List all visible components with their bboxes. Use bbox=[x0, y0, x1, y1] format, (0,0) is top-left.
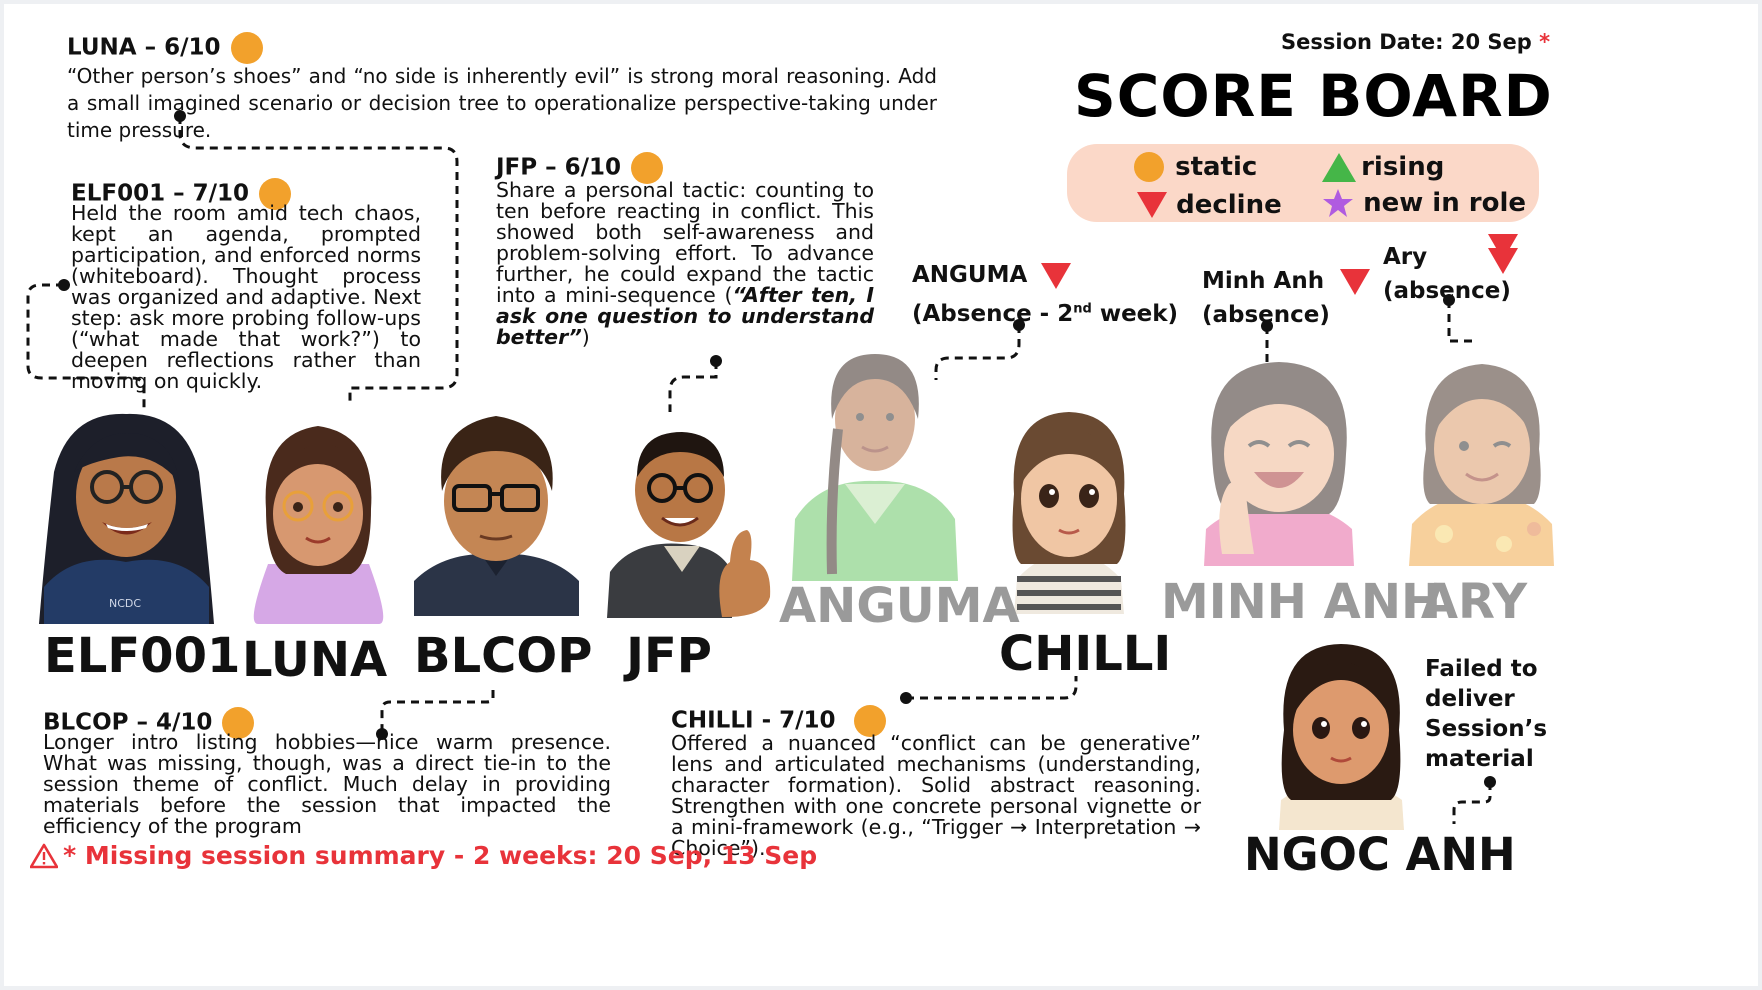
elf001-score-text: ELF001 – 7/10 bbox=[71, 180, 250, 207]
page-title: SCORE BOARD bbox=[1074, 62, 1553, 130]
minh-anh-portrait bbox=[1204, 362, 1354, 566]
anguma-status: ANGUMA (Absence - 2nd week) bbox=[912, 258, 1178, 331]
name-jfp: JFP bbox=[626, 628, 712, 684]
name-elf001: ELF001 bbox=[44, 628, 241, 684]
luna-score: LUNA – 6/10 bbox=[67, 32, 263, 64]
luna-static-dot-icon bbox=[230, 32, 263, 64]
session-date-label: Session Date: 20 Sep bbox=[1281, 30, 1532, 54]
legend-rising-label: rising bbox=[1361, 152, 1445, 182]
luna-comment: “Other person’s shoes” and “no side is i… bbox=[67, 64, 937, 142]
elf001-comment: Held the room amid tech chaos, kept an a… bbox=[71, 201, 421, 393]
chilli-portrait bbox=[1012, 412, 1126, 614]
static-dot-icon bbox=[1134, 152, 1164, 182]
luna-score-text: LUNA – 6/10 bbox=[67, 34, 221, 61]
legend-new-label: new in role bbox=[1363, 188, 1527, 218]
jfp-comment-end: ) bbox=[581, 325, 590, 349]
anguma-absence-note: (Absence - 2nd week) bbox=[912, 300, 1179, 327]
minh-anh-decline-icon bbox=[1340, 268, 1371, 295]
blcop-static-dot-icon bbox=[222, 707, 255, 739]
chilli-score: CHILLI - 7/10 bbox=[671, 705, 886, 737]
session-date-star: * bbox=[1539, 30, 1551, 54]
jfp-score-text: JFP – 6/10 bbox=[496, 154, 622, 181]
name-anguma: ANGUMA bbox=[779, 578, 1020, 634]
blcop-score: BLCOP – 4/10 bbox=[43, 707, 255, 739]
session-date: Session Date: 20 Sep * bbox=[1281, 30, 1550, 54]
jfp-comment-main: Share a personal tactic: counting to ten… bbox=[496, 178, 874, 307]
blcop-portrait bbox=[414, 416, 579, 616]
decline-triangle-icon bbox=[1137, 192, 1167, 218]
jfp-static-dot-icon bbox=[631, 152, 664, 184]
jfp-comment-quote: “After ten, I ask one question to unders… bbox=[496, 283, 874, 349]
chilli-score-text: CHILLI - 7/10 bbox=[671, 707, 836, 734]
ary-status-label: Ary bbox=[1383, 244, 1428, 270]
ary-portrait bbox=[1409, 364, 1554, 566]
anguma-decline-icon bbox=[1041, 262, 1072, 289]
jfp-score: JFP – 6/10 bbox=[496, 152, 664, 184]
svg-text:NCDC: NCDC bbox=[109, 597, 141, 610]
warning-icon bbox=[29, 843, 59, 868]
legend-static-label: static bbox=[1175, 152, 1258, 182]
ary-status: Ary (absence) bbox=[1383, 240, 1511, 308]
jfp-comment: Share a personal tactic: counting to ten… bbox=[496, 180, 874, 348]
name-minh-anh: MINH ANH bbox=[1161, 574, 1442, 630]
anguma-portrait bbox=[792, 354, 958, 581]
anguma-status-label: ANGUMA bbox=[912, 262, 1028, 288]
name-luna: LUNA bbox=[242, 632, 388, 688]
rising-triangle-icon bbox=[1322, 152, 1356, 182]
name-chilli: CHILLI bbox=[999, 626, 1172, 682]
jfp-portrait bbox=[607, 432, 771, 618]
luna-portrait bbox=[253, 426, 384, 624]
legend-new-item: new in role bbox=[1322, 187, 1526, 219]
elf001-static-dot-icon bbox=[259, 178, 292, 210]
elf001-portrait: NCDC bbox=[39, 413, 214, 624]
legend-rising-item: rising bbox=[1322, 152, 1444, 182]
legend-static-item: static bbox=[1134, 152, 1257, 182]
ngoc-anh-note: Failed to deliver Session’s material bbox=[1425, 656, 1548, 772]
ary-decline-icon bbox=[1488, 234, 1518, 274]
legend-decline-item: decline bbox=[1137, 190, 1282, 220]
blcop-comment: Longer intro listing hobbies—nice warm p… bbox=[43, 730, 611, 838]
chilli-static-dot-icon bbox=[853, 705, 886, 737]
footer-text: * Missing session summary - 2 weeks: 20 … bbox=[63, 841, 818, 870]
footer-warning: * Missing session summary - 2 weeks: 20 … bbox=[29, 841, 818, 870]
minh-anh-status-label: Minh Anh bbox=[1202, 268, 1325, 294]
ngoc-anh-portrait bbox=[1279, 644, 1404, 830]
chilli-comment: Offered a nuanced “conflict can be gener… bbox=[671, 731, 1201, 860]
score-board-slide: Session Date: 20 Sep * SCORE BOARD stati… bbox=[4, 4, 1758, 986]
elf001-score: ELF001 – 7/10 bbox=[71, 178, 292, 210]
name-ary: ARY bbox=[1420, 574, 1528, 630]
legend-decline-label: decline bbox=[1176, 190, 1282, 220]
blcop-score-text: BLCOP – 4/10 bbox=[43, 709, 213, 736]
name-ngoc-anh: NGOC ANH bbox=[1244, 828, 1516, 881]
name-blcop: BLCOP bbox=[414, 628, 593, 684]
connector-lines bbox=[26, 110, 1496, 824]
new-in-role-star-icon bbox=[1323, 189, 1353, 217]
